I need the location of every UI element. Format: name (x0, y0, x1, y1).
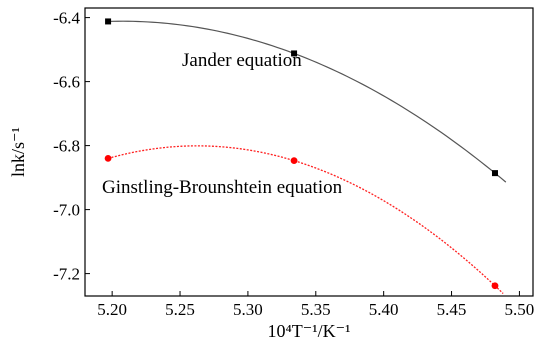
data-point-ginstling (491, 282, 499, 290)
y-tick-label: -6.4 (53, 9, 80, 28)
x-tick-label: 5.50 (505, 300, 535, 319)
x-tick-label: 5.30 (233, 300, 263, 319)
y-tick-label: -7.0 (53, 201, 80, 220)
plot-frame (84, 7, 534, 297)
x-tick-label: 5.25 (165, 300, 195, 319)
x-tick-label: 5.40 (369, 300, 399, 319)
data-point-ginstling (290, 157, 298, 165)
series-line-ginstling (107, 145, 504, 294)
y-tick-label: -6.6 (53, 73, 80, 92)
series-line-jander (108, 20, 507, 183)
x-axis-title: 10⁴T⁻¹/K⁻¹ (267, 321, 350, 341)
x-tick-label: 5.20 (97, 300, 127, 319)
y-axis-ticks: -6.4 -6.6 -6.8 -7.0 -7.2 (53, 9, 90, 284)
annotation-ginstling: Ginstling-Brounshtein equation (102, 177, 343, 198)
series-lines (107, 20, 507, 294)
data-point-jander (291, 50, 298, 57)
series-markers (104, 18, 499, 290)
y-tick-label: -7.2 (53, 265, 80, 284)
y-axis-title: lnk/s⁻¹ (8, 127, 28, 177)
x-tick-label: 5.35 (301, 300, 331, 319)
y-tick-label: -6.8 (53, 137, 80, 156)
data-point-jander (491, 170, 498, 177)
data-point-ginstling (104, 155, 112, 162)
data-point-jander (105, 18, 112, 25)
x-axis-ticks: 5.20 5.25 5.30 5.35 5.40 5.45 5.50 (97, 291, 534, 319)
annotation-jander: Jander equation (182, 50, 302, 71)
x-tick-label: 5.45 (437, 300, 467, 319)
